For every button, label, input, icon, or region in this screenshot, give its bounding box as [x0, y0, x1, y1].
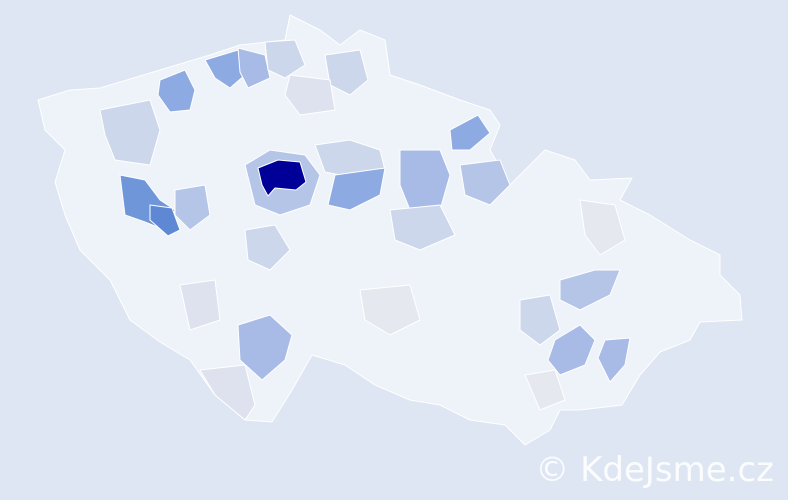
district[interactable] — [149, 204, 181, 237]
country-outline — [37, 14, 743, 446]
district[interactable] — [524, 369, 566, 411]
district[interactable] — [174, 184, 211, 231]
district[interactable] — [264, 39, 306, 79]
district[interactable] — [559, 269, 621, 311]
district[interactable] — [519, 294, 561, 346]
district[interactable] — [579, 199, 626, 256]
district[interactable] — [99, 99, 161, 166]
district[interactable] — [547, 324, 596, 376]
district[interactable] — [237, 314, 293, 381]
district[interactable] — [359, 284, 421, 336]
district[interactable] — [597, 337, 631, 383]
district[interactable] — [199, 364, 256, 421]
district[interactable] — [157, 69, 196, 113]
district[interactable] — [327, 167, 386, 211]
district[interactable] — [459, 159, 511, 206]
district[interactable] — [389, 204, 456, 251]
district[interactable] — [237, 47, 271, 89]
district[interactable] — [284, 74, 336, 116]
district[interactable] — [257, 159, 307, 197]
districts — [99, 39, 631, 421]
district[interactable] — [179, 279, 221, 331]
district[interactable] — [449, 114, 491, 151]
district[interactable] — [399, 149, 451, 211]
district[interactable] — [244, 224, 291, 271]
watermark: © KdeJsme.cz — [535, 450, 774, 490]
district[interactable] — [204, 49, 246, 89]
